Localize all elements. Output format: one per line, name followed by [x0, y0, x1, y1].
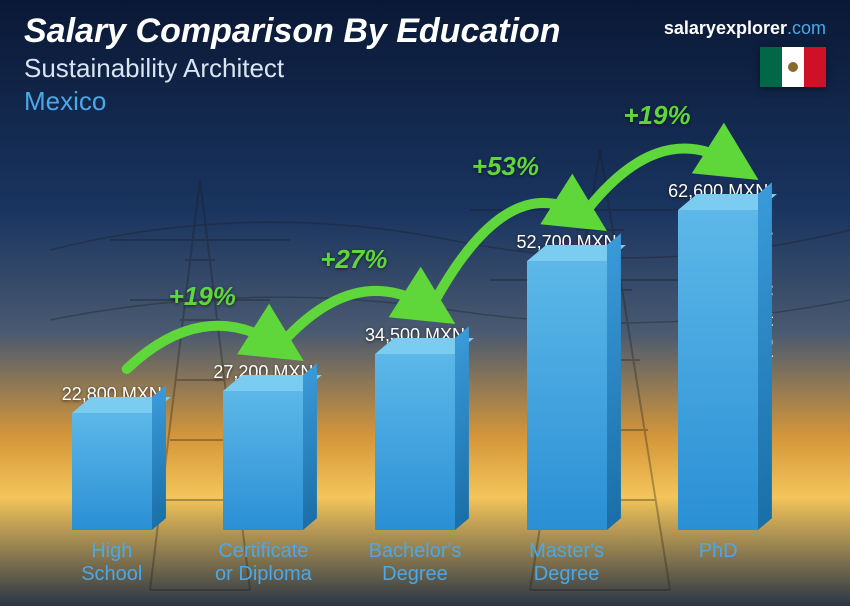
brand-text: salaryexplorer.com	[664, 18, 826, 39]
bar-group: 52,700 MXNMaster'sDegree	[491, 130, 643, 588]
bar	[375, 354, 455, 530]
category-label: PhD	[699, 540, 738, 588]
bar-group: 62,600 MXNPhD	[642, 130, 794, 588]
increase-label: +53%	[472, 151, 539, 182]
increase-label: +19%	[623, 100, 690, 131]
category-label: Bachelor'sDegree	[369, 540, 462, 588]
bar	[678, 210, 758, 530]
mexico-flag-icon	[760, 47, 826, 87]
category-label: HighSchool	[81, 540, 142, 588]
bar	[527, 261, 607, 530]
bar-group: 34,500 MXNBachelor'sDegree	[339, 130, 491, 588]
brand-domain: .com	[787, 18, 826, 38]
brand: salaryexplorer.com	[664, 18, 826, 87]
bar-group: 22,800 MXNHighSchool	[36, 130, 188, 588]
chart-country: Mexico	[24, 86, 826, 117]
increase-label: +27%	[320, 244, 387, 275]
increase-label: +19%	[169, 281, 236, 312]
category-label: Certificateor Diploma	[215, 540, 312, 588]
bar-group: 27,200 MXNCertificateor Diploma	[188, 130, 340, 588]
brand-name: salaryexplorer	[664, 18, 787, 38]
bar-chart: 22,800 MXNHighSchool27,200 MXNCertificat…	[36, 130, 794, 588]
bar	[223, 391, 303, 530]
category-label: Master'sDegree	[529, 540, 604, 588]
bar	[72, 413, 152, 530]
